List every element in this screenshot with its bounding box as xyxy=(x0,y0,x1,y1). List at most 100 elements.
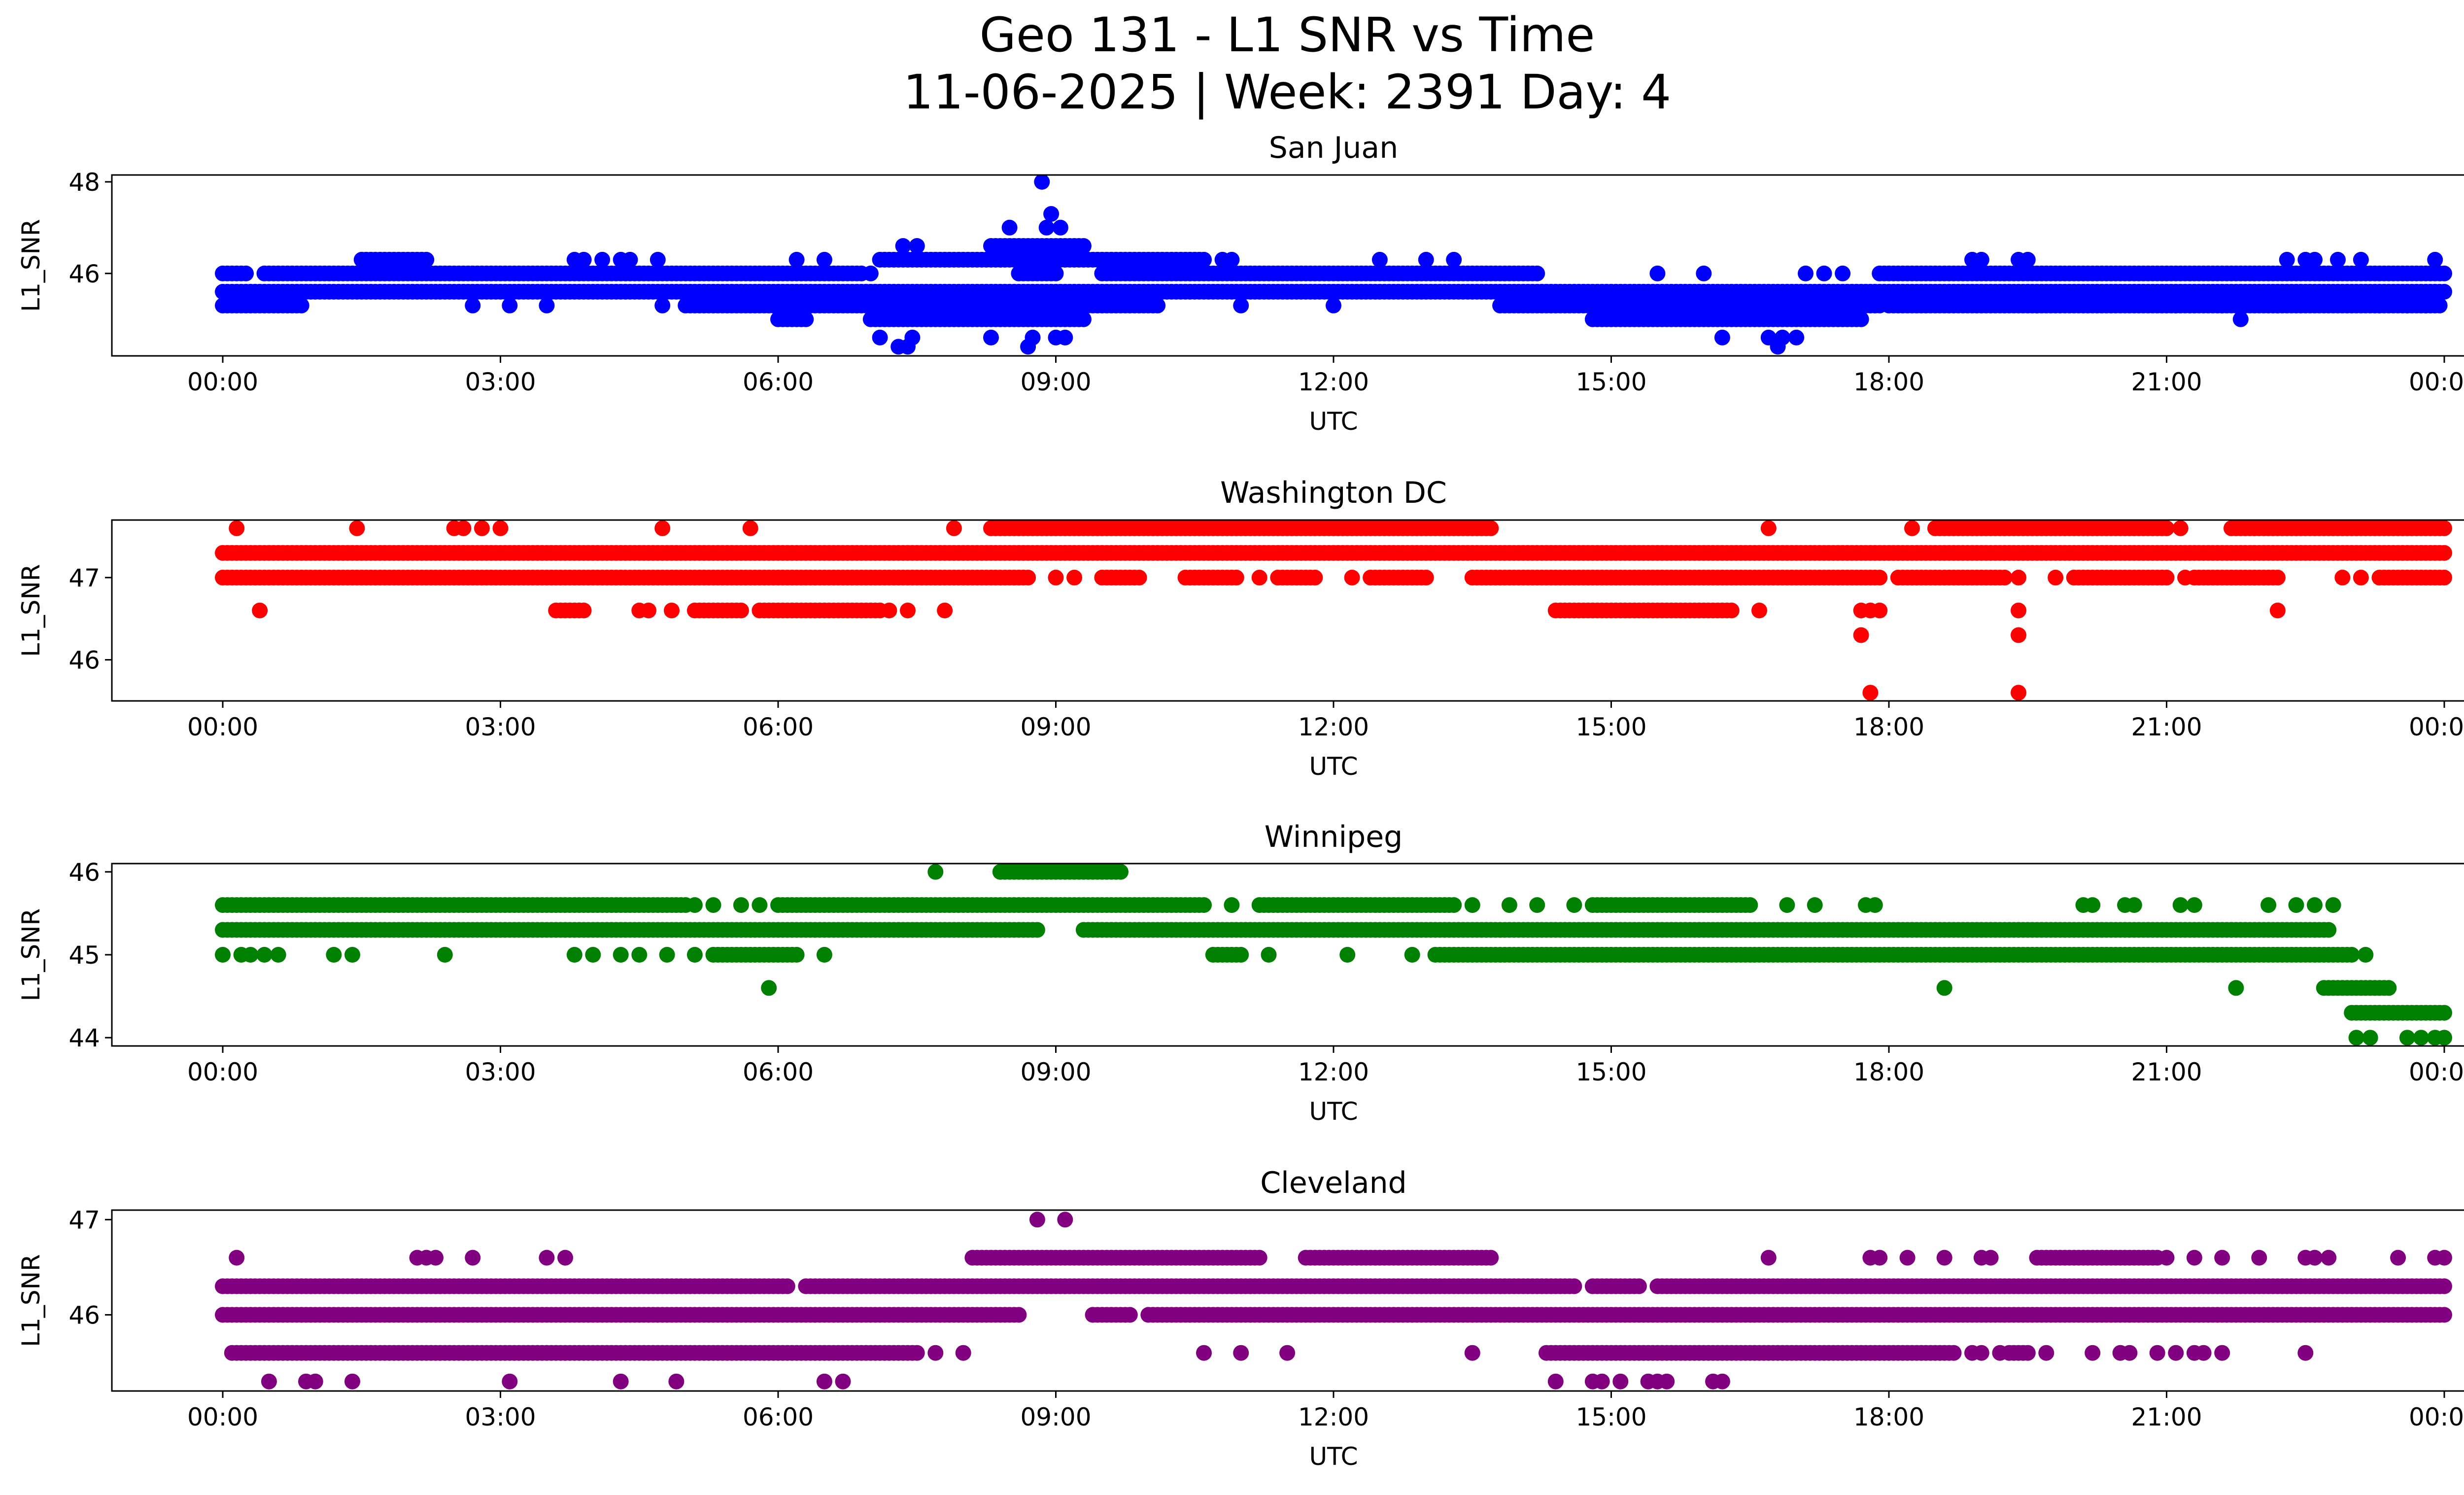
data-point xyxy=(465,297,481,313)
data-point xyxy=(1233,297,1249,313)
series-markers xyxy=(215,1212,2452,1390)
data-point xyxy=(1418,569,1434,586)
data-point xyxy=(2436,1278,2452,1294)
data-point xyxy=(2399,1030,2415,1046)
data-point xyxy=(242,947,259,963)
data-point xyxy=(2172,897,2189,913)
data-point xyxy=(1043,206,1060,222)
data-point xyxy=(2348,1030,2364,1046)
data-point xyxy=(252,602,268,619)
data-point xyxy=(761,980,777,996)
x-tick-label: 06:00 xyxy=(743,1058,814,1086)
y-axis-label: L1_SNR xyxy=(17,564,45,657)
x-tick-label: 12:00 xyxy=(1298,368,1369,396)
data-point xyxy=(752,897,768,913)
data-point xyxy=(1483,520,1499,536)
data-point xyxy=(788,947,805,963)
data-point xyxy=(539,297,555,313)
data-point xyxy=(779,1278,795,1294)
x-tick-label: 06:00 xyxy=(743,368,814,396)
data-point xyxy=(2344,947,2360,963)
data-point xyxy=(2381,980,2397,996)
data-point xyxy=(2321,922,2337,938)
data-point xyxy=(238,265,254,281)
data-point xyxy=(1760,520,1777,536)
data-point xyxy=(2019,1345,2036,1361)
data-point xyxy=(2232,311,2249,327)
data-point xyxy=(2269,297,2286,313)
data-point xyxy=(455,520,472,536)
series-markers xyxy=(215,520,2452,701)
data-point xyxy=(1066,569,1083,586)
data-point xyxy=(2029,297,2045,313)
data-point xyxy=(344,947,360,963)
data-point xyxy=(1751,602,1767,619)
data-point xyxy=(1075,311,1092,327)
data-point xyxy=(229,520,245,536)
data-point xyxy=(900,602,916,619)
data-point xyxy=(1853,627,1869,643)
data-point xyxy=(816,947,832,963)
data-point xyxy=(1872,569,1888,586)
x-tick-label: 00:00 xyxy=(187,713,258,741)
subplot-title: San Juan xyxy=(1269,131,1398,165)
data-point xyxy=(659,947,675,963)
data-point xyxy=(270,947,286,963)
data-point xyxy=(2186,897,2202,913)
data-point xyxy=(1011,1307,1027,1323)
data-point xyxy=(1048,569,1064,586)
data-point xyxy=(2399,297,2415,313)
data-point xyxy=(2158,569,2175,586)
data-point xyxy=(2011,602,2026,619)
data-point xyxy=(1122,1307,1138,1323)
x-tick-label: 00:00 xyxy=(2409,368,2464,396)
data-point xyxy=(2011,627,2026,643)
data-point xyxy=(983,329,999,346)
data-point xyxy=(437,947,453,963)
data-point xyxy=(798,311,814,327)
data-point xyxy=(1038,219,1055,236)
data-point xyxy=(622,251,638,268)
data-point xyxy=(1904,520,1920,536)
data-point xyxy=(1339,947,1356,963)
data-point xyxy=(904,329,921,346)
x-tick-label: 12:00 xyxy=(1298,1058,1369,1086)
data-point xyxy=(2011,685,2026,701)
data-point xyxy=(2177,569,2193,586)
axes-frame xyxy=(111,174,2464,357)
data-point xyxy=(1326,297,1341,313)
data-point xyxy=(664,602,680,619)
data-point xyxy=(1446,897,1462,913)
data-point xyxy=(733,897,749,913)
data-point xyxy=(576,602,592,619)
data-point xyxy=(613,947,629,963)
data-point xyxy=(576,251,592,268)
subplot-title: Cleveland xyxy=(1260,1166,1406,1200)
data-point xyxy=(1798,265,1814,281)
data-point xyxy=(788,251,805,268)
data-point xyxy=(654,297,671,313)
x-tick-label: 15:00 xyxy=(1575,1058,1646,1086)
data-point xyxy=(881,602,897,619)
data-point xyxy=(1057,329,1073,346)
y-tick-label: 44 xyxy=(68,1024,100,1052)
data-point xyxy=(585,947,601,963)
data-point xyxy=(2353,251,2369,268)
data-point xyxy=(2228,980,2244,996)
data-point xyxy=(2260,897,2277,913)
data-point xyxy=(641,602,656,619)
data-point xyxy=(631,947,648,963)
data-point xyxy=(2168,297,2184,313)
data-point xyxy=(2436,283,2452,300)
x-axis-label: UTC xyxy=(1309,407,1358,436)
data-point xyxy=(1464,897,1480,913)
figure-title-line2: 11-06-2025 | Week: 2391 Day: 4 xyxy=(903,65,1672,120)
data-point xyxy=(2214,297,2230,313)
data-point xyxy=(1075,238,1092,254)
x-tick-label: 21:00 xyxy=(2131,1058,2202,1086)
data-point xyxy=(2269,602,2286,619)
y-tick-label: 45 xyxy=(68,941,100,970)
x-tick-label: 09:00 xyxy=(1020,1058,1091,1086)
data-point xyxy=(1529,897,1545,913)
